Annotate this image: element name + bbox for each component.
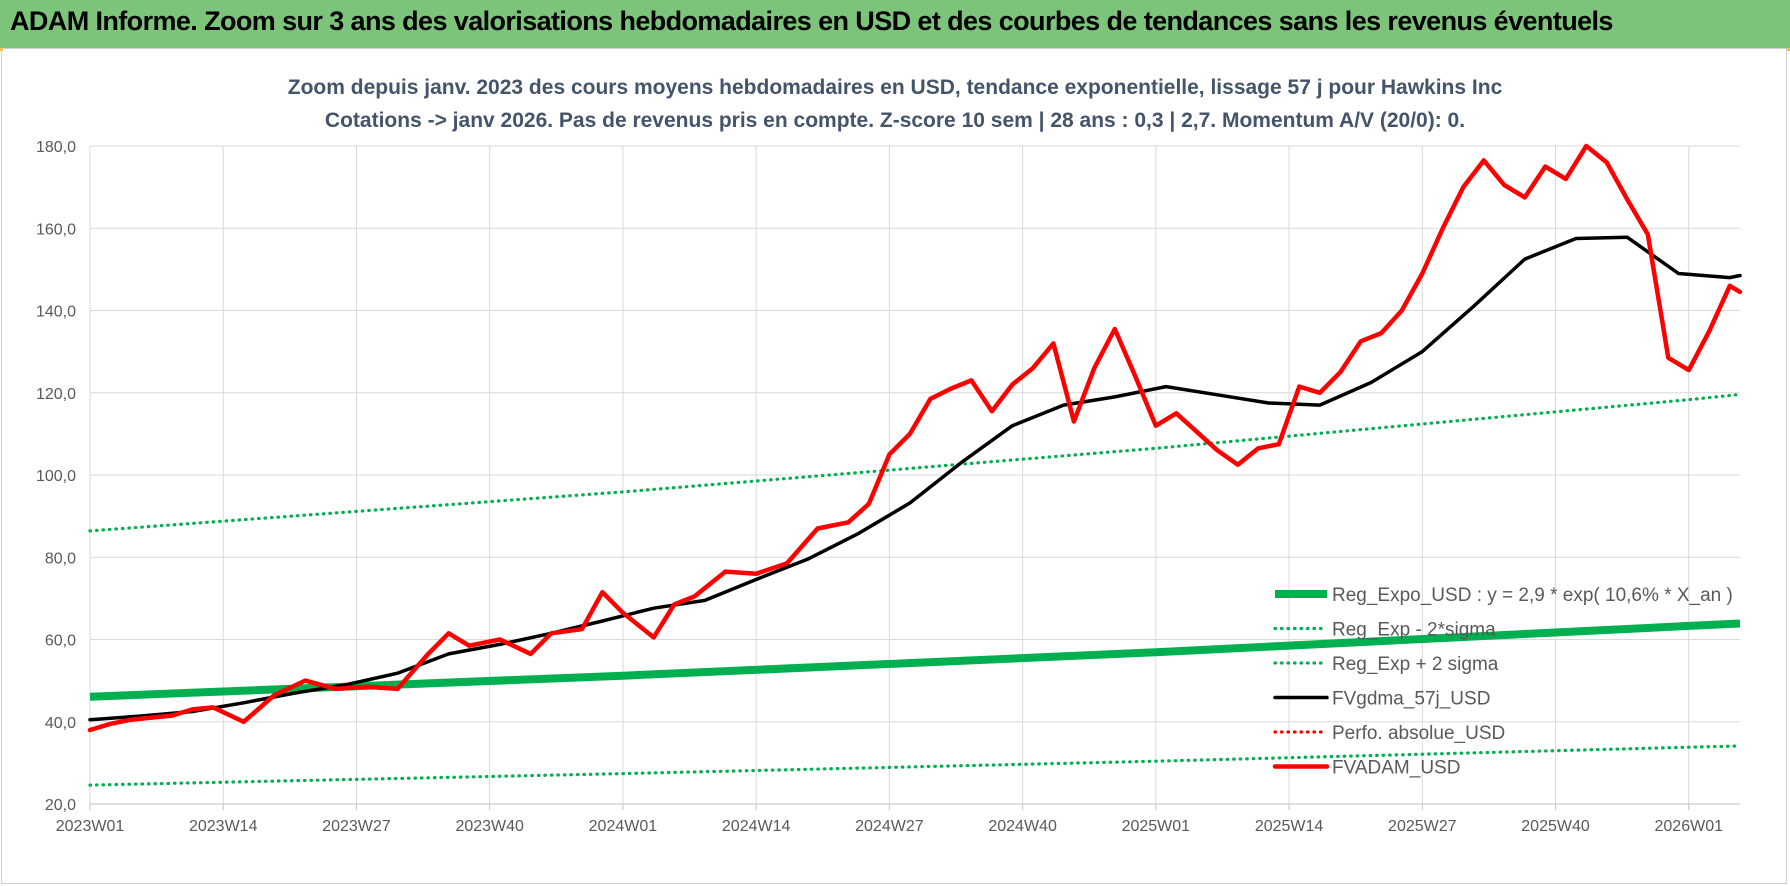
header-title: ADAM Informe. Zoom sur 3 ans des valoris… [10, 6, 1613, 36]
x-tick-label: 2023W27 [322, 818, 391, 835]
legend-label: FVADAM_USD [1332, 758, 1460, 779]
x-tick-label: 2024W40 [988, 818, 1057, 835]
grid [89, 145, 1740, 805]
chart-title-line-1: Zoom depuis janv. 2023 des cours moyens … [288, 76, 1503, 99]
x-tick-label: 2025W14 [1255, 818, 1324, 835]
legend: Reg_Expo_USD : y = 2,9 * exp( 10,6% * X_… [1272, 585, 1733, 779]
x-tick-label: 2023W40 [455, 818, 524, 835]
x-tick-label: 2025W27 [1388, 818, 1457, 835]
series-line [88, 392, 1742, 533]
series-line [89, 619, 1741, 701]
series-line [88, 744, 1742, 787]
legend-label: FVgdma_57j_USD [1332, 689, 1490, 710]
y-tick-label: 160,0 [36, 221, 76, 238]
axes: 20,0 40,0 60,0 80,0 100,0 120,0 140,0 160,0 180,… [36, 139, 1723, 835]
legend-label: Reg_Exp + 2 sigma [1332, 654, 1499, 675]
x-tick-label: 2026W01 [1655, 818, 1724, 835]
y-tick-label: 60,0 [45, 633, 76, 650]
y-tick-label: 140,0 [36, 304, 76, 321]
x-tick-label: 2024W01 [589, 818, 658, 835]
y-tick-label: 100,0 [36, 468, 76, 485]
x-tick-label: 2023W01 [56, 818, 125, 835]
series-line [88, 235, 1742, 722]
y-tick-label: 180,0 [36, 139, 76, 156]
plot-area [87, 143, 1743, 787]
legend-label: Perfo. absolue_USD [1332, 723, 1505, 744]
legend-label: Reg_Exp - 2*sigma [1332, 620, 1496, 641]
legend-label: Reg_Expo_USD : y = 2,9 * exp( 10,6% * X_… [1332, 585, 1733, 606]
y-tick-label: 120,0 [36, 386, 76, 403]
y-tick-label: 80,0 [45, 550, 76, 567]
chart-title-line-2: Cotations -> janv 2026. Pas de revenus p… [325, 109, 1465, 132]
x-tick-label: 2023W14 [189, 818, 258, 835]
header-bar: ADAM Informe. Zoom sur 3 ans des valoris… [0, 0, 1790, 48]
x-tick-label: 2024W14 [722, 818, 791, 835]
y-tick-label: 20,0 [45, 797, 76, 814]
corner-marker [1787, 48, 1790, 51]
x-tick-label: 2025W01 [1122, 818, 1191, 835]
x-tick-label: 2025W40 [1521, 818, 1590, 835]
y-tick-label: 40,0 [45, 715, 76, 732]
chart-frame [1, 48, 1787, 884]
series-line [87, 143, 1743, 733]
x-tick-label: 2024W27 [855, 818, 924, 835]
